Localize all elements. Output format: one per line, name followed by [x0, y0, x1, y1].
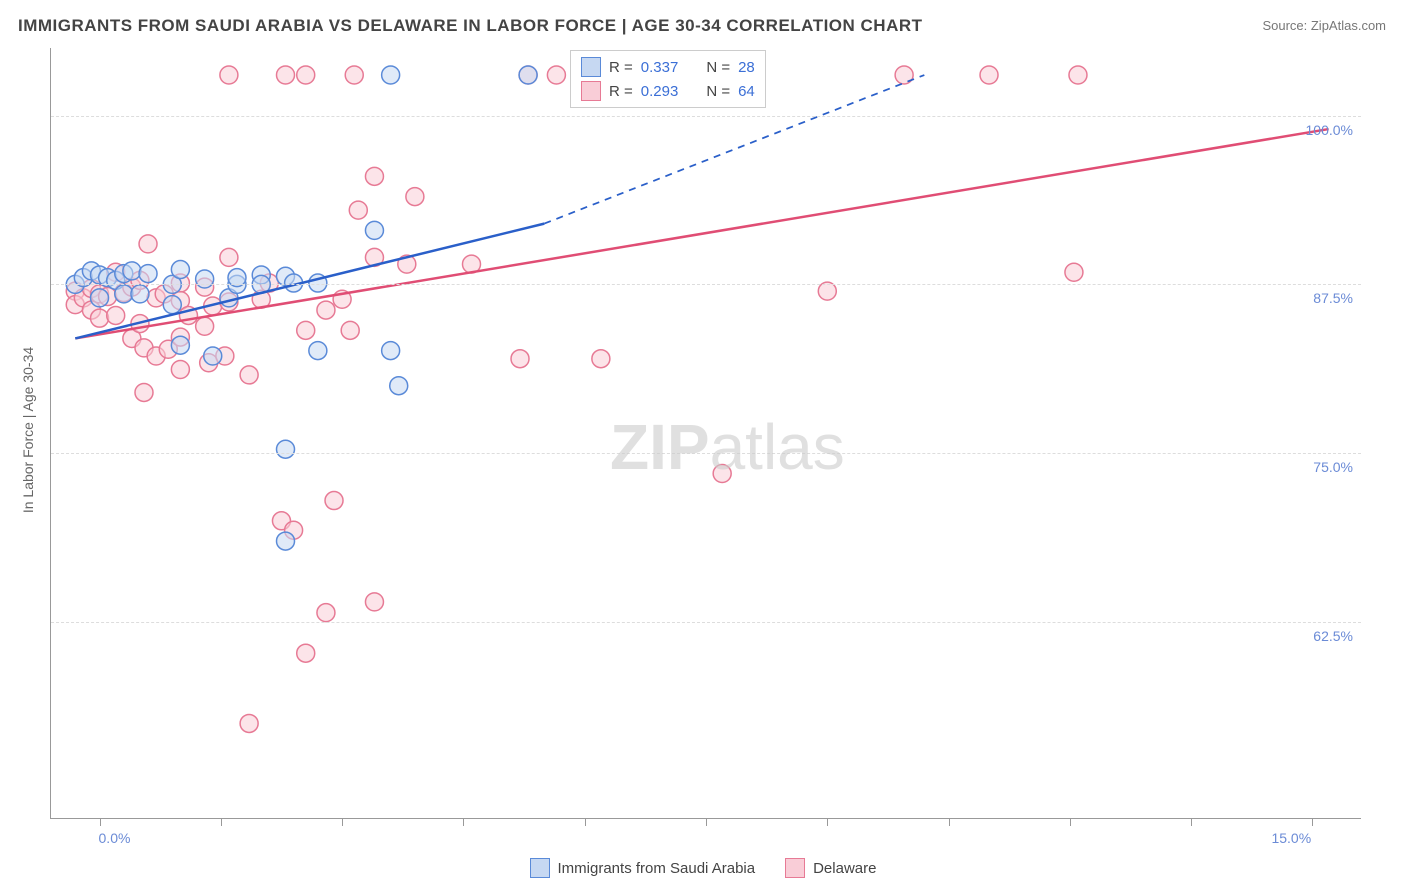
bottom-legend-label-1: Immigrants from Saudi Arabia — [558, 860, 756, 877]
chart-title: IMMIGRANTS FROM SAUDI ARABIA VS DELAWARE… — [18, 16, 923, 36]
legend-n-value-2: 64 — [738, 83, 755, 100]
gridline — [51, 622, 1361, 623]
x-tick — [342, 818, 343, 826]
bottom-legend-label-2: Delaware — [813, 860, 876, 877]
y-tick-label: 100.0% — [1306, 122, 1353, 138]
legend-swatch-2 — [581, 81, 601, 101]
correlation-legend: R = 0.337 N = 28 R = 0.293 N = 64 — [570, 50, 766, 108]
x-tick — [221, 818, 222, 826]
y-axis-title: In Labor Force | Age 30-34 — [20, 347, 36, 513]
bottom-legend: Immigrants from Saudi Arabia Delaware — [0, 858, 1406, 878]
y-tick-label: 87.5% — [1313, 290, 1353, 306]
bottom-legend-swatch-2 — [785, 858, 805, 878]
legend-r-value-1: 0.337 — [641, 59, 679, 76]
legend-r-label-1: R = — [609, 59, 633, 76]
bottom-legend-item-2: Delaware — [785, 858, 876, 878]
x-tick — [463, 818, 464, 826]
x-tick — [585, 818, 586, 826]
x-tick-label: 0.0% — [99, 830, 131, 846]
x-tick — [100, 818, 101, 826]
gridline — [51, 116, 1361, 117]
gridline — [51, 284, 1361, 285]
bottom-legend-swatch-1 — [530, 858, 550, 878]
legend-r-value-2: 0.293 — [641, 83, 679, 100]
source-label: Source: ZipAtlas.com — [1262, 18, 1386, 33]
legend-n-label-1: N = — [706, 59, 730, 76]
legend-n-value-1: 28 — [738, 59, 755, 76]
watermark-atlas: atlas — [710, 411, 845, 483]
x-tick — [706, 818, 707, 826]
x-tick-label: 15.0% — [1271, 830, 1311, 846]
x-tick — [1070, 818, 1071, 826]
legend-row-2: R = 0.293 N = 64 — [581, 79, 755, 103]
watermark-zip: ZIP — [610, 411, 710, 483]
x-tick — [949, 818, 950, 826]
legend-n-label-2: N = — [706, 83, 730, 100]
legend-row-1: R = 0.337 N = 28 — [581, 55, 755, 79]
legend-r-label-2: R = — [609, 83, 633, 100]
x-tick — [1312, 818, 1313, 826]
y-tick-label: 62.5% — [1313, 628, 1353, 644]
bottom-legend-item-1: Immigrants from Saudi Arabia — [530, 858, 756, 878]
watermark: ZIPatlas — [610, 410, 845, 484]
legend-swatch-1 — [581, 57, 601, 77]
x-tick — [1191, 818, 1192, 826]
y-tick-label: 75.0% — [1313, 459, 1353, 475]
x-tick — [827, 818, 828, 826]
